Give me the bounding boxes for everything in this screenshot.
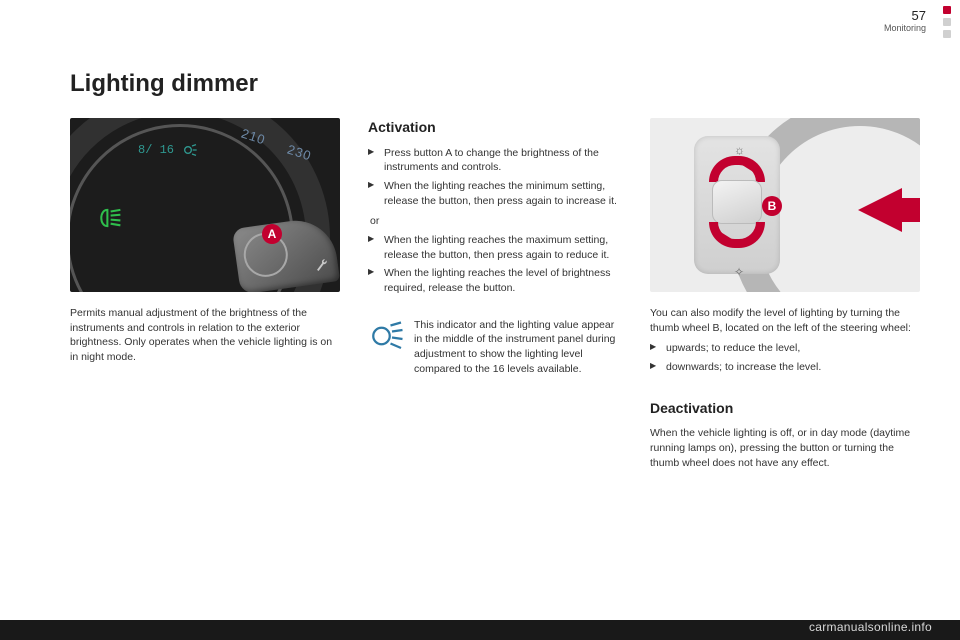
column-center: Activation Press button A to change the … <box>368 118 622 476</box>
page-number: 57 <box>884 8 926 23</box>
figure-steering: ☼ ✧ B <box>650 118 920 292</box>
step-text: When the lighting reaches the level of b… <box>384 267 610 294</box>
section-name: Monitoring <box>884 23 926 33</box>
activation-heading: Activation <box>368 118 622 138</box>
page-title: Lighting dimmer <box>70 70 920 98</box>
trip-display: 8/ 16 <box>138 142 198 159</box>
direction-arrow <box>858 188 902 232</box>
info-text: This indicator and the lighting value ap… <box>414 318 622 377</box>
page-header: 57 Monitoring <box>884 8 926 33</box>
intro-text: You can also modify the level of lightin… <box>650 307 911 334</box>
page-content: Lighting dimmer 210 230 8/ 16 <box>70 70 920 476</box>
step-text: upwards; to reduce the level, <box>666 342 800 354</box>
step: When the lighting reaches the level of b… <box>368 266 622 295</box>
step-text: When the lighting reaches the maximum se… <box>384 234 609 261</box>
columns: 210 230 8/ 16 <box>70 118 920 476</box>
section-tabs <box>934 0 960 38</box>
step: downwards; to increase the level. <box>650 360 920 375</box>
column-right: ☼ ✧ B You can also modify the level of l… <box>650 118 920 476</box>
callout-badge-b: B <box>762 196 782 216</box>
tab-marker <box>943 18 951 26</box>
activation-steps-b: When the lighting reaches the maximum se… <box>368 233 622 296</box>
trip-value: 8/ 16 <box>138 142 174 159</box>
activation-steps: Press button A to change the brightness … <box>368 146 622 209</box>
deactivation-heading: Deactivation <box>650 399 920 419</box>
step: upwards; to reduce the level, <box>650 341 920 356</box>
info-note: This indicator and the lighting value ap… <box>368 318 622 377</box>
figure-dashboard: 210 230 8/ 16 <box>70 118 340 292</box>
headlamp-icon <box>96 208 122 228</box>
watermark: carmanualsonline.info <box>809 620 932 634</box>
step: When the lighting reaches the minimum se… <box>368 179 622 208</box>
wrench-icon <box>313 256 331 274</box>
step: When the lighting reaches the maximum se… <box>368 233 622 262</box>
or-separator: or <box>370 214 622 229</box>
brightness-info-icon <box>368 318 404 354</box>
figure-caption: Permits manual adjustment of the brightn… <box>70 306 340 365</box>
column-left: 210 230 8/ 16 <box>70 118 340 476</box>
thumbwheel-intro: You can also modify the level of lightin… <box>650 306 920 335</box>
step-text: When the lighting reaches the minimum se… <box>384 180 617 207</box>
tab-marker <box>943 6 951 14</box>
callout-badge-a: A <box>262 224 282 244</box>
thumb-wheel <box>712 180 762 224</box>
manual-page: 57 Monitoring Lighting dimmer 210 230 8/… <box>0 0 960 620</box>
tab-marker <box>943 30 951 38</box>
thumbwheel-steps: upwards; to reduce the level, downwards;… <box>650 341 920 374</box>
step-text: downwards; to increase the level. <box>666 361 821 373</box>
deactivation-text: When the vehicle lighting is off, or in … <box>650 426 920 470</box>
step: Press button A to change the brightness … <box>368 146 622 175</box>
step-text: Press button A to change the brightness … <box>384 147 599 174</box>
brightness-icon <box>182 142 198 158</box>
brightness-down-icon: ✧ <box>734 264 744 281</box>
